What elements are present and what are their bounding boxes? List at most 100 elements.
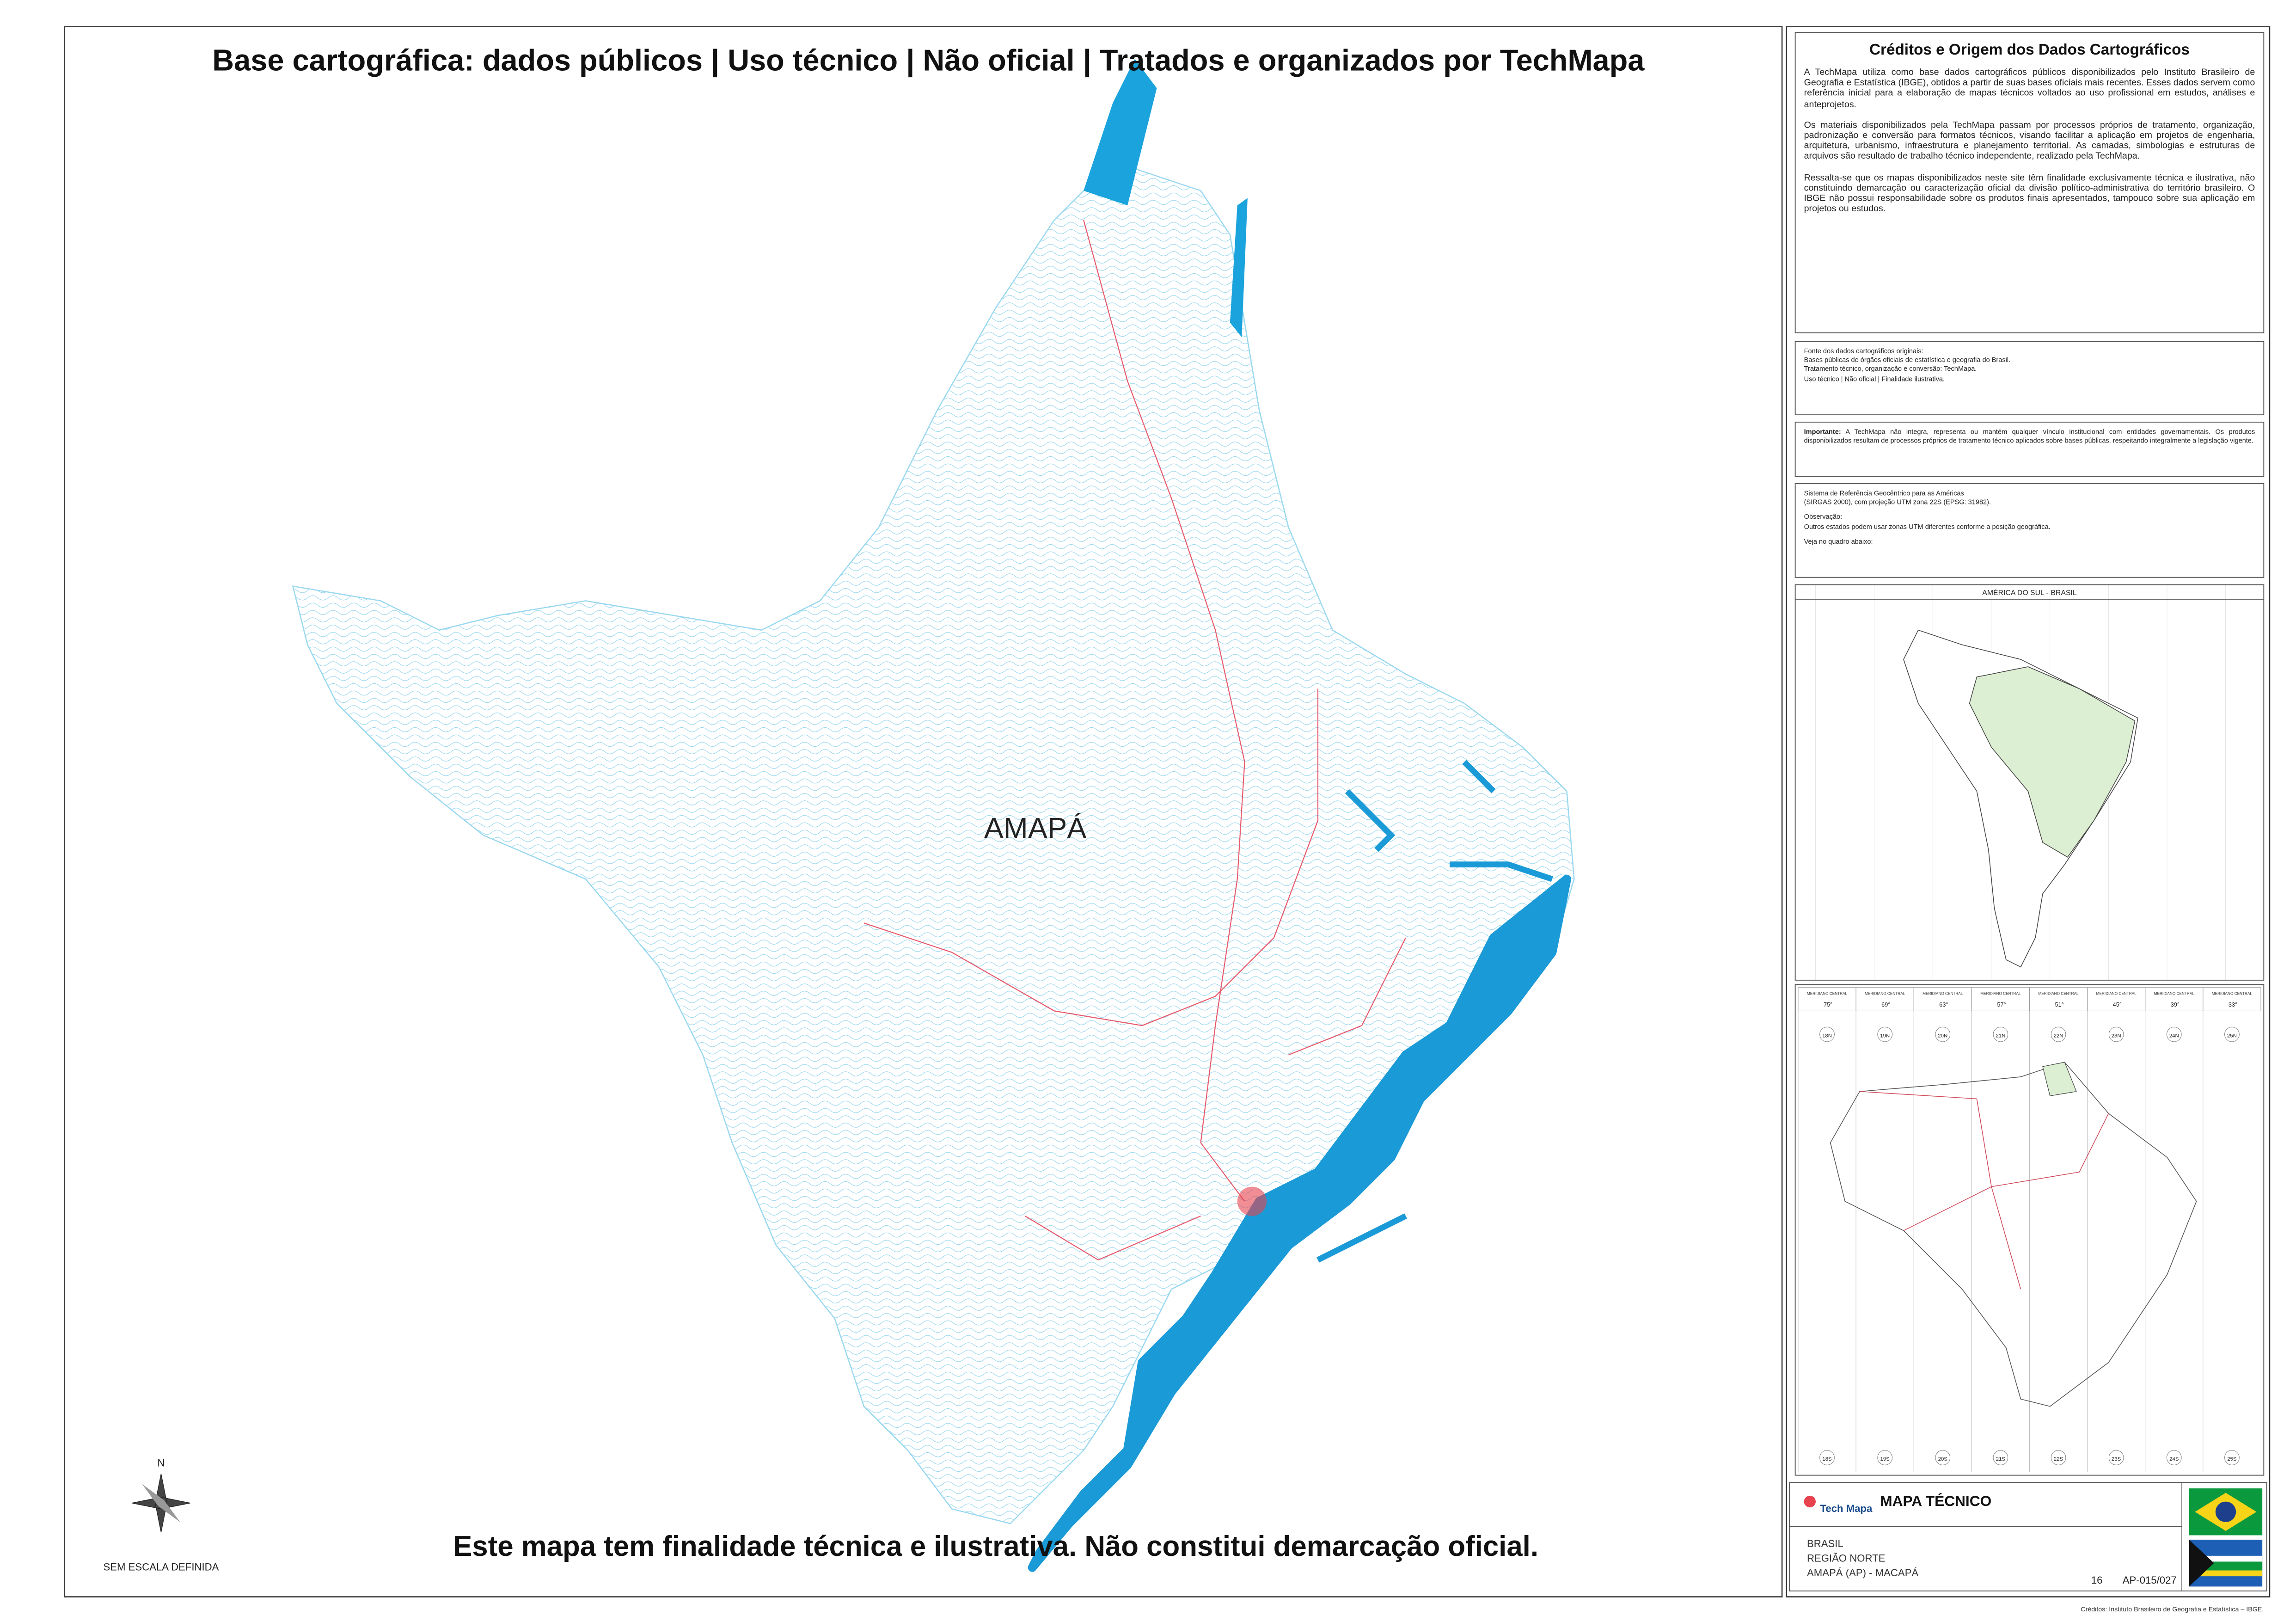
reference-line: (SIRGAS 2000), com projeção UTM zona 22S… xyxy=(1804,498,1991,506)
meridian-label: MERIDIANO CENTRAL xyxy=(1807,992,1848,996)
flag-amapa xyxy=(2189,1539,2263,1587)
zone-marker xyxy=(1877,1026,1892,1042)
meridian-value: -45° xyxy=(2111,1001,2121,1008)
credits-paragraph: Ressalta-se que os mapas disponibilizado… xyxy=(1804,172,2255,215)
inset-title: AMÉRICA DO SUL - BRASIL xyxy=(1982,588,2077,597)
zone-north: 22N xyxy=(2054,1033,2063,1038)
macapa-urban xyxy=(1237,1186,1267,1216)
important-label: Importante: xyxy=(1804,428,1841,436)
zone-marker xyxy=(1993,1026,2008,1042)
credits-title: Créditos e Origem dos Dados Cartográfico… xyxy=(1869,41,2190,58)
meridian-label: MERIDIANO CENTRAL xyxy=(2096,992,2137,996)
title-block-lines: BRASIL REGIÃO NORTE AMAPÁ (AP) - MACAPÁ xyxy=(1807,1538,1919,1579)
river-branches xyxy=(1316,760,1553,1263)
zone-south: 23S xyxy=(2112,1456,2121,1462)
meridian-cell xyxy=(2203,987,2261,1011)
reference-line: Outros estados podem usar zonas UTM dife… xyxy=(1804,522,2051,530)
disclaimer: Este mapa tem finalidade técnica e ilust… xyxy=(453,1530,1538,1562)
zone-north: 21N xyxy=(1996,1033,2005,1038)
map-title: Base cartográfica: dados públicos | Uso … xyxy=(212,43,1645,78)
meridian-label: MERIDIANO CENTRAL xyxy=(2038,992,2079,996)
reference-text: Sistema de Referência Geocêntrico para a… xyxy=(1804,489,2051,545)
zone-marker xyxy=(2108,1450,2124,1465)
zone-south: 21S xyxy=(1996,1456,2006,1462)
meridian-label: MERIDIANO CENTRAL xyxy=(2212,992,2253,996)
title-block-line: BRASIL xyxy=(1807,1538,1843,1549)
source-text: Fonte dos dados cartográficos originais:… xyxy=(1804,347,2011,382)
zone-marker xyxy=(2224,1026,2240,1042)
credits-box xyxy=(1794,32,2265,333)
brazil xyxy=(1969,666,2136,858)
credit-line: Créditos: Instituto Brasileiro de Geogra… xyxy=(2081,1606,2264,1613)
meridian-value: -57° xyxy=(1995,1001,2006,1008)
meridian-label: MERIDIANO CENTRAL xyxy=(1923,992,1963,996)
important-box xyxy=(1794,422,2265,477)
reference-line: Observação: xyxy=(1804,513,1843,521)
source-line: Tratamento técnico, organização e conver… xyxy=(1804,365,1977,373)
zone-south: 24S xyxy=(2169,1456,2179,1462)
source-line: Bases públicas de órgãos oficiais de est… xyxy=(1804,356,2011,364)
source-line: Fonte dos dados cartográficos originais: xyxy=(1804,347,1923,355)
zone-marker xyxy=(2051,1450,2066,1465)
north-label: N xyxy=(157,1457,165,1469)
title-block-line: REGIÃO NORTE xyxy=(1807,1552,1885,1564)
zone-marker xyxy=(2108,1026,2124,1042)
zone-marker xyxy=(2051,1026,2066,1042)
title-block xyxy=(1789,1482,2267,1591)
meridian-value: -33° xyxy=(2227,1001,2237,1008)
zone-marker xyxy=(1935,1450,1951,1465)
utm-zones: MERIDIANO CENTRAL -75° 18N 18S MERIDIANO CEN… xyxy=(1798,987,2261,1473)
meridian-label: MERIDIANO CENTRAL xyxy=(1865,992,1905,996)
source-line: Uso técnico | Não oficial | Finalidade i… xyxy=(1804,375,1945,382)
source-box xyxy=(1794,341,2265,416)
map-code: AP-015/027 xyxy=(2123,1574,2177,1586)
zone-north: 20N xyxy=(1938,1033,1947,1038)
zone-south: 19S xyxy=(1880,1456,1890,1462)
credits-paragraph: A TechMapa utiliza como base dados carto… xyxy=(1804,68,2255,110)
reference-line: Sistema de Referência Geocêntrico para a… xyxy=(1804,489,1964,497)
panel-frame xyxy=(1786,26,2271,1597)
zone-north: 25N xyxy=(2227,1033,2237,1038)
meridian-value: -51° xyxy=(2053,1001,2063,1008)
important-body: A TechMapa não integra, representa ou ma… xyxy=(1804,428,2255,445)
flag-brazil xyxy=(2189,1488,2263,1536)
zone-marker xyxy=(2224,1450,2240,1465)
important-text: Importante: A TechMapa não integra, repr… xyxy=(1804,428,2255,445)
zone-south: 25S xyxy=(2227,1456,2237,1462)
north-arrow xyxy=(131,1474,190,1533)
zone-marker xyxy=(1993,1450,2008,1465)
zone-marker xyxy=(1935,1026,1951,1042)
roads xyxy=(863,220,1407,1261)
reference-line: Veja no quadro abaixo: xyxy=(1804,537,1873,545)
scale-note: SEM ESCALA DEFINIDA xyxy=(103,1561,219,1573)
zone-south: 20S xyxy=(1938,1456,1948,1462)
zone-north: 18N xyxy=(1822,1033,1832,1038)
credits-text: A TechMapa utiliza como base dados carto… xyxy=(1804,68,2255,215)
reference-box xyxy=(1794,483,2265,578)
zone-south: 22S xyxy=(2054,1456,2063,1462)
zone-marker xyxy=(2166,1450,2182,1465)
logo: Tech Mapa xyxy=(1820,1503,1873,1514)
credits-paragraph: Os materiais disponibilizados pela TechM… xyxy=(1804,120,2255,162)
meridian-value: -69° xyxy=(1880,1001,1890,1008)
meridian-value: -63° xyxy=(1937,1001,1948,1008)
meridian-value: -75° xyxy=(1822,1001,1832,1008)
amazon-river xyxy=(1028,874,1571,1572)
zone-marker xyxy=(1877,1450,1892,1465)
north-region xyxy=(1859,1091,2109,1290)
map-frame xyxy=(64,26,1783,1597)
zone-marker xyxy=(2166,1026,2182,1042)
zone-marker xyxy=(1819,1450,1835,1465)
state-label: AMAPÁ xyxy=(984,812,1087,845)
sheet-number: 16 xyxy=(2091,1574,2103,1586)
zone-south: 18S xyxy=(1822,1456,1832,1462)
title-block-heading: MAPA TÉCNICO xyxy=(1880,1493,1991,1509)
meridian-label: MERIDIANO CENTRAL xyxy=(1980,992,2021,996)
meridian-label: MERIDIANO CENTRAL xyxy=(2154,992,2195,996)
amapa-highlight xyxy=(2042,1062,2077,1096)
zone-north: 19N xyxy=(1880,1033,1890,1038)
title-block-line: AMAPÁ (AP) - MACAPÁ xyxy=(1807,1567,1919,1579)
zone-marker xyxy=(1819,1026,1835,1042)
